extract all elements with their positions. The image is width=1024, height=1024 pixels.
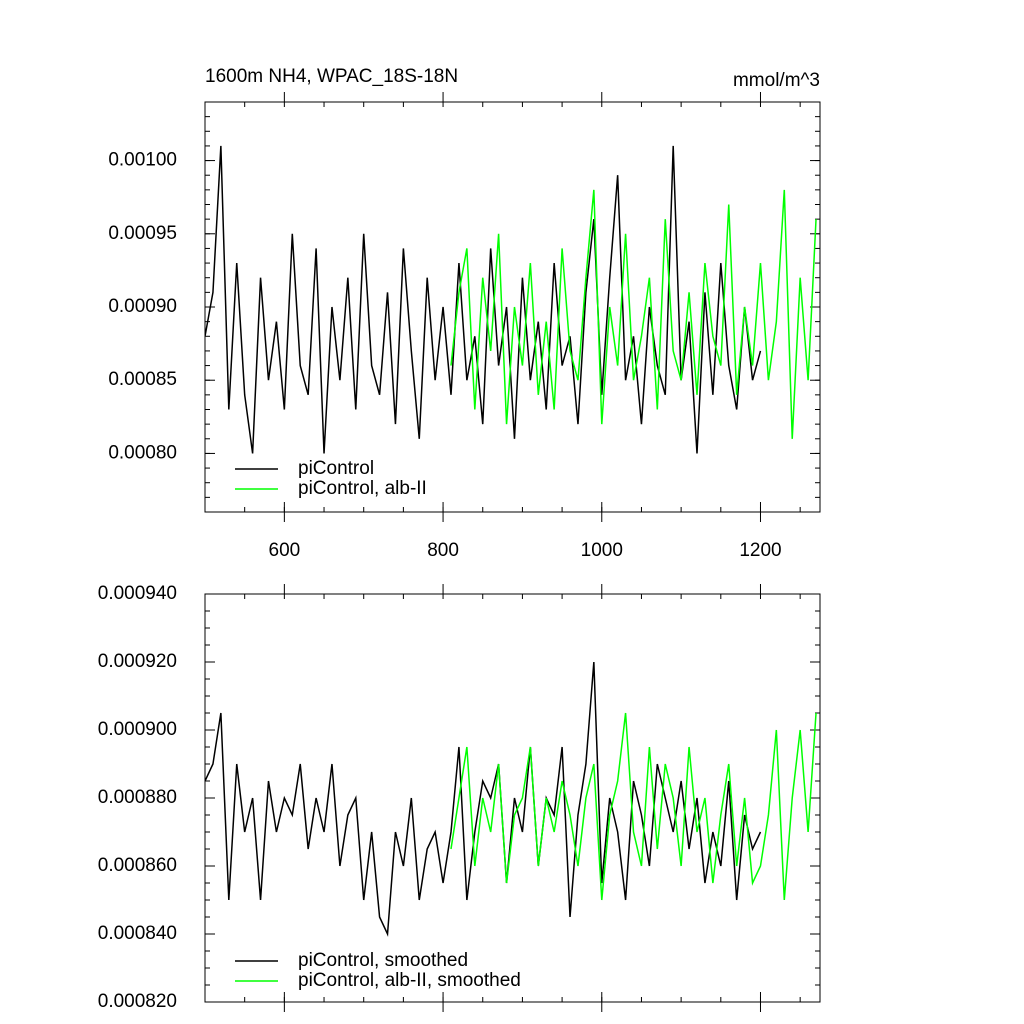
chart-title: 1600m NH4, WPAC_18S-18N [205,66,458,87]
y-tick-label: 0.000840 [98,923,177,944]
y-tick-label: 0.000900 [98,719,177,740]
y-tick-label: 0.000880 [98,787,177,808]
x-tick-label: 1200 [739,540,781,561]
series-line [450,189,817,439]
y-tick-label: 0.000820 [98,991,177,1012]
series-line [450,712,817,901]
x-tick-label: 800 [427,540,459,561]
series-line [205,661,762,937]
x-tick-label: 1000 [581,540,623,561]
y-tick-label: 0.000940 [98,583,177,604]
y-tick-label: 0.00080 [108,442,177,463]
y-tick-label: 0.00090 [108,296,177,317]
legend-label: piControl, alb-II [298,478,427,499]
plot-frame [204,101,821,513]
legend-label: piControl, alb-II, smoothed [298,970,521,991]
x-tick-label: 600 [269,540,301,561]
legend-label: piControl [298,458,374,479]
y-tick-label: 0.00085 [108,369,177,390]
series-line [205,145,762,454]
units-label: mmol/m^3 [733,70,820,91]
y-tick-label: 0.000920 [98,651,177,672]
plot-frame [204,593,821,1003]
y-tick-label: 0.00100 [108,150,177,171]
y-tick-label: 0.00095 [108,223,177,244]
legend-label: piControl, smoothed [298,950,468,971]
y-tick-label: 0.000860 [98,855,177,876]
